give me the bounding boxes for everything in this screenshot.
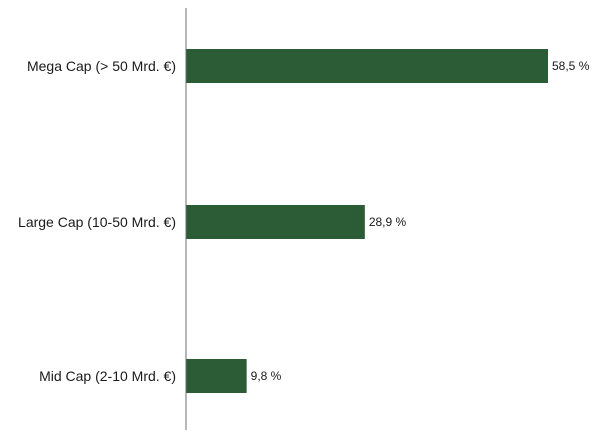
labels-layer: Mega Cap (> 50 Mrd. €) 58,5 % Large Cap (1… [18, 58, 590, 384]
bar-mid-cap [186, 359, 247, 393]
bars-layer [186, 49, 548, 393]
category-label-mega-cap: Mega Cap (> 50 Mrd. €) [27, 58, 176, 74]
category-label-large-cap: Large Cap (10-50 Mrd. €) [18, 214, 176, 230]
value-label-large-cap: 28,9 % [369, 215, 407, 229]
bar-large-cap [186, 205, 365, 239]
category-label-mid-cap: Mid Cap (2-10 Mrd. €) [39, 368, 176, 384]
value-label-mid-cap: 9,8 % [251, 369, 282, 383]
bar-mega-cap [186, 49, 548, 83]
value-label-mega-cap: 58,5 % [552, 59, 590, 73]
